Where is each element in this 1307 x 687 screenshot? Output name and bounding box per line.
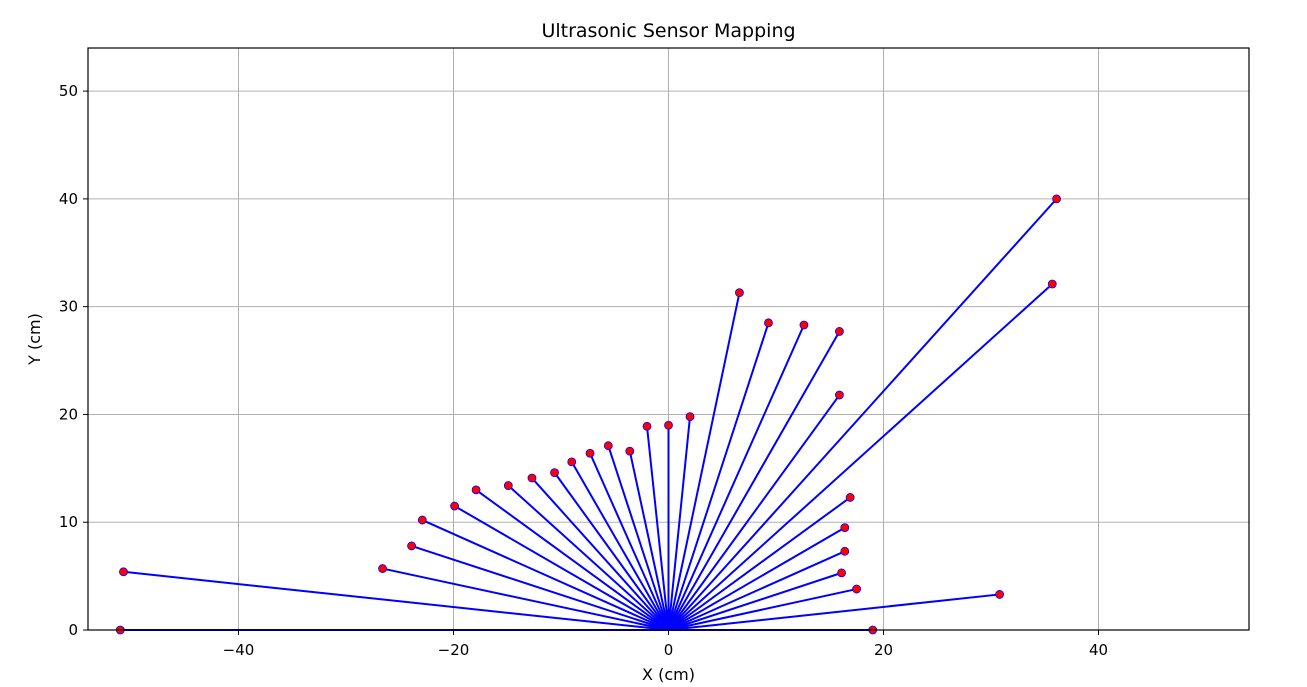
detected-point xyxy=(625,446,635,456)
axis-ticks: −40 −20 0 20 40 0 10 20 30 40 50 xyxy=(59,82,1108,659)
sensor-ray xyxy=(475,489,670,631)
x-tick-label: 0 xyxy=(664,641,674,659)
sensor-ray xyxy=(668,571,842,631)
detected-point xyxy=(1047,279,1057,289)
x-axis-label: X (cm) xyxy=(642,665,695,684)
detected-point xyxy=(799,320,809,330)
sensor-ray xyxy=(667,322,770,631)
detected-point xyxy=(407,541,416,551)
sensor-ray xyxy=(123,570,669,631)
detected-point xyxy=(735,288,744,298)
detected-point xyxy=(840,523,850,533)
detected-point xyxy=(995,590,1004,599)
detected-point xyxy=(837,568,846,578)
sensor-ray xyxy=(646,426,670,631)
sensor-ray xyxy=(667,292,741,631)
sensor-ray xyxy=(421,519,669,631)
sensor-ray xyxy=(667,283,1053,631)
sensor-ray xyxy=(667,324,805,631)
x-tick-label: 20 xyxy=(874,641,893,659)
sensor-ray xyxy=(667,330,841,631)
detected-points xyxy=(115,194,1061,635)
y-tick-label: 20 xyxy=(59,405,78,423)
detected-point xyxy=(685,412,695,422)
sensor-ray xyxy=(667,416,691,631)
sensor-ray xyxy=(668,550,846,631)
detected-point xyxy=(450,501,459,511)
sensor-ray xyxy=(589,452,670,631)
detected-point xyxy=(603,441,613,451)
sensor-ray xyxy=(382,567,669,631)
detected-point xyxy=(550,468,559,478)
detected-point xyxy=(835,390,844,400)
detected-point xyxy=(852,584,862,594)
detected-point xyxy=(664,420,673,430)
detected-point xyxy=(585,448,595,458)
y-tick-label: 30 xyxy=(59,298,78,316)
detected-point xyxy=(840,546,850,556)
sensor-ray xyxy=(667,496,851,631)
sensor-ray xyxy=(411,544,669,631)
y-tick-label: 10 xyxy=(59,513,78,531)
sensor-ray xyxy=(667,198,1058,631)
sensor-ray xyxy=(553,472,670,631)
sensor-ray xyxy=(570,461,670,631)
detected-point xyxy=(417,515,427,525)
sensor-ray xyxy=(667,394,841,631)
y-tick-label: 0 xyxy=(68,621,78,639)
detected-point xyxy=(471,485,481,495)
detected-point xyxy=(764,318,773,328)
sensor-ray xyxy=(628,450,670,631)
y-tick-label: 50 xyxy=(59,82,78,100)
sensor-ray xyxy=(507,484,670,631)
x-tick-label: −40 xyxy=(223,641,255,659)
sensor-ray xyxy=(668,593,1000,631)
detected-point xyxy=(845,493,855,502)
detected-point xyxy=(503,481,513,490)
detected-point xyxy=(527,473,537,483)
x-tick-label: −20 xyxy=(438,641,470,659)
detected-point xyxy=(378,564,387,573)
detected-point xyxy=(642,421,652,431)
x-tick-label: 40 xyxy=(1089,641,1108,659)
sensor-ray xyxy=(454,505,670,631)
detected-point xyxy=(567,457,577,467)
sensor-ray xyxy=(668,588,857,631)
detected-point xyxy=(119,567,128,577)
detected-point xyxy=(835,327,844,336)
sensor-ray xyxy=(667,526,846,631)
sensor-ray xyxy=(531,477,670,631)
chart-title: Ultrasonic Sensor Mapping xyxy=(541,20,795,42)
sensor-ray xyxy=(607,445,670,631)
detected-point xyxy=(1052,194,1061,204)
y-tick-label: 40 xyxy=(59,190,78,208)
y-axis-label: Y (cm) xyxy=(25,313,44,366)
